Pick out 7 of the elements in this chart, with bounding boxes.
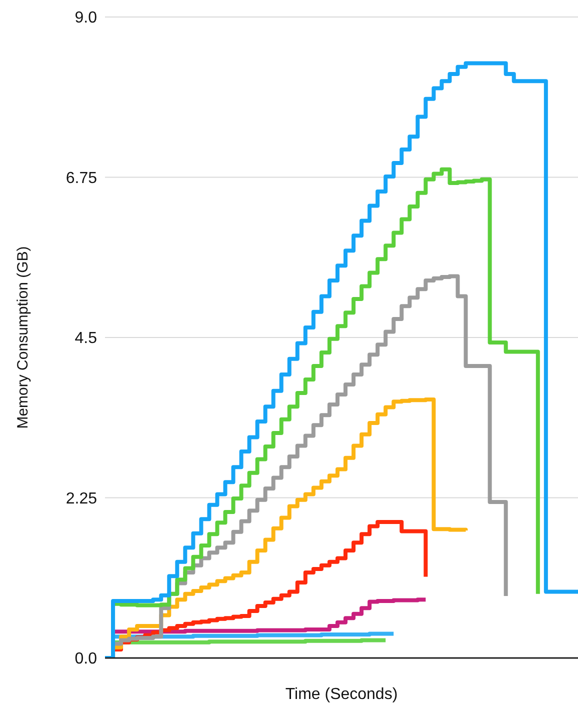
y-tick-label: 4.5 bbox=[74, 330, 98, 348]
y-tick-label: 6.75 bbox=[66, 170, 98, 187]
y-axis-title: Memory Consumption (GB) bbox=[14, 246, 32, 429]
y-tick-label: 0.0 bbox=[74, 650, 98, 668]
y-tick-label: 9.0 bbox=[74, 10, 98, 27]
y-tick-label: 2.25 bbox=[66, 490, 98, 508]
x-axis-title: Time (Seconds) bbox=[284, 686, 399, 704]
